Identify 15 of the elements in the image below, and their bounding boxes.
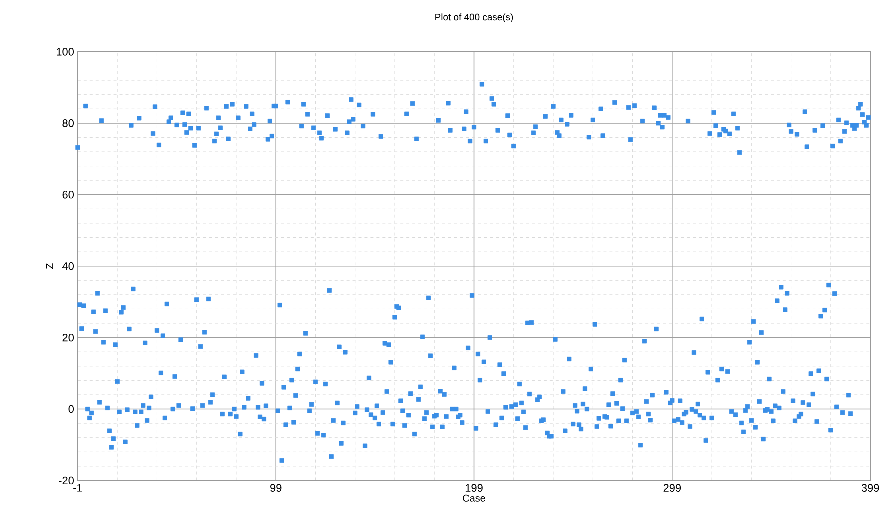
y-tick-label: 40: [62, 262, 74, 270]
y-tick-label: 100: [56, 48, 74, 56]
y-tick-label: 20: [62, 334, 74, 342]
y-tick-label: -20: [59, 477, 74, 485]
x-tick-label: 199: [466, 484, 483, 492]
y-tick-label: 0: [68, 406, 74, 414]
x-tick-label: 399: [862, 484, 880, 492]
y-tick-label: 60: [62, 191, 74, 199]
x-tick-label: 299: [664, 484, 682, 492]
y-axis-title: Z: [46, 264, 54, 270]
x-tick-label: 99: [270, 484, 282, 492]
y-tick-label: 80: [62, 120, 74, 128]
x-axis-title: Case: [463, 494, 486, 502]
x-tick-label: -1: [74, 484, 82, 492]
chart-title: Plot of 400 case(s): [436, 14, 514, 23]
